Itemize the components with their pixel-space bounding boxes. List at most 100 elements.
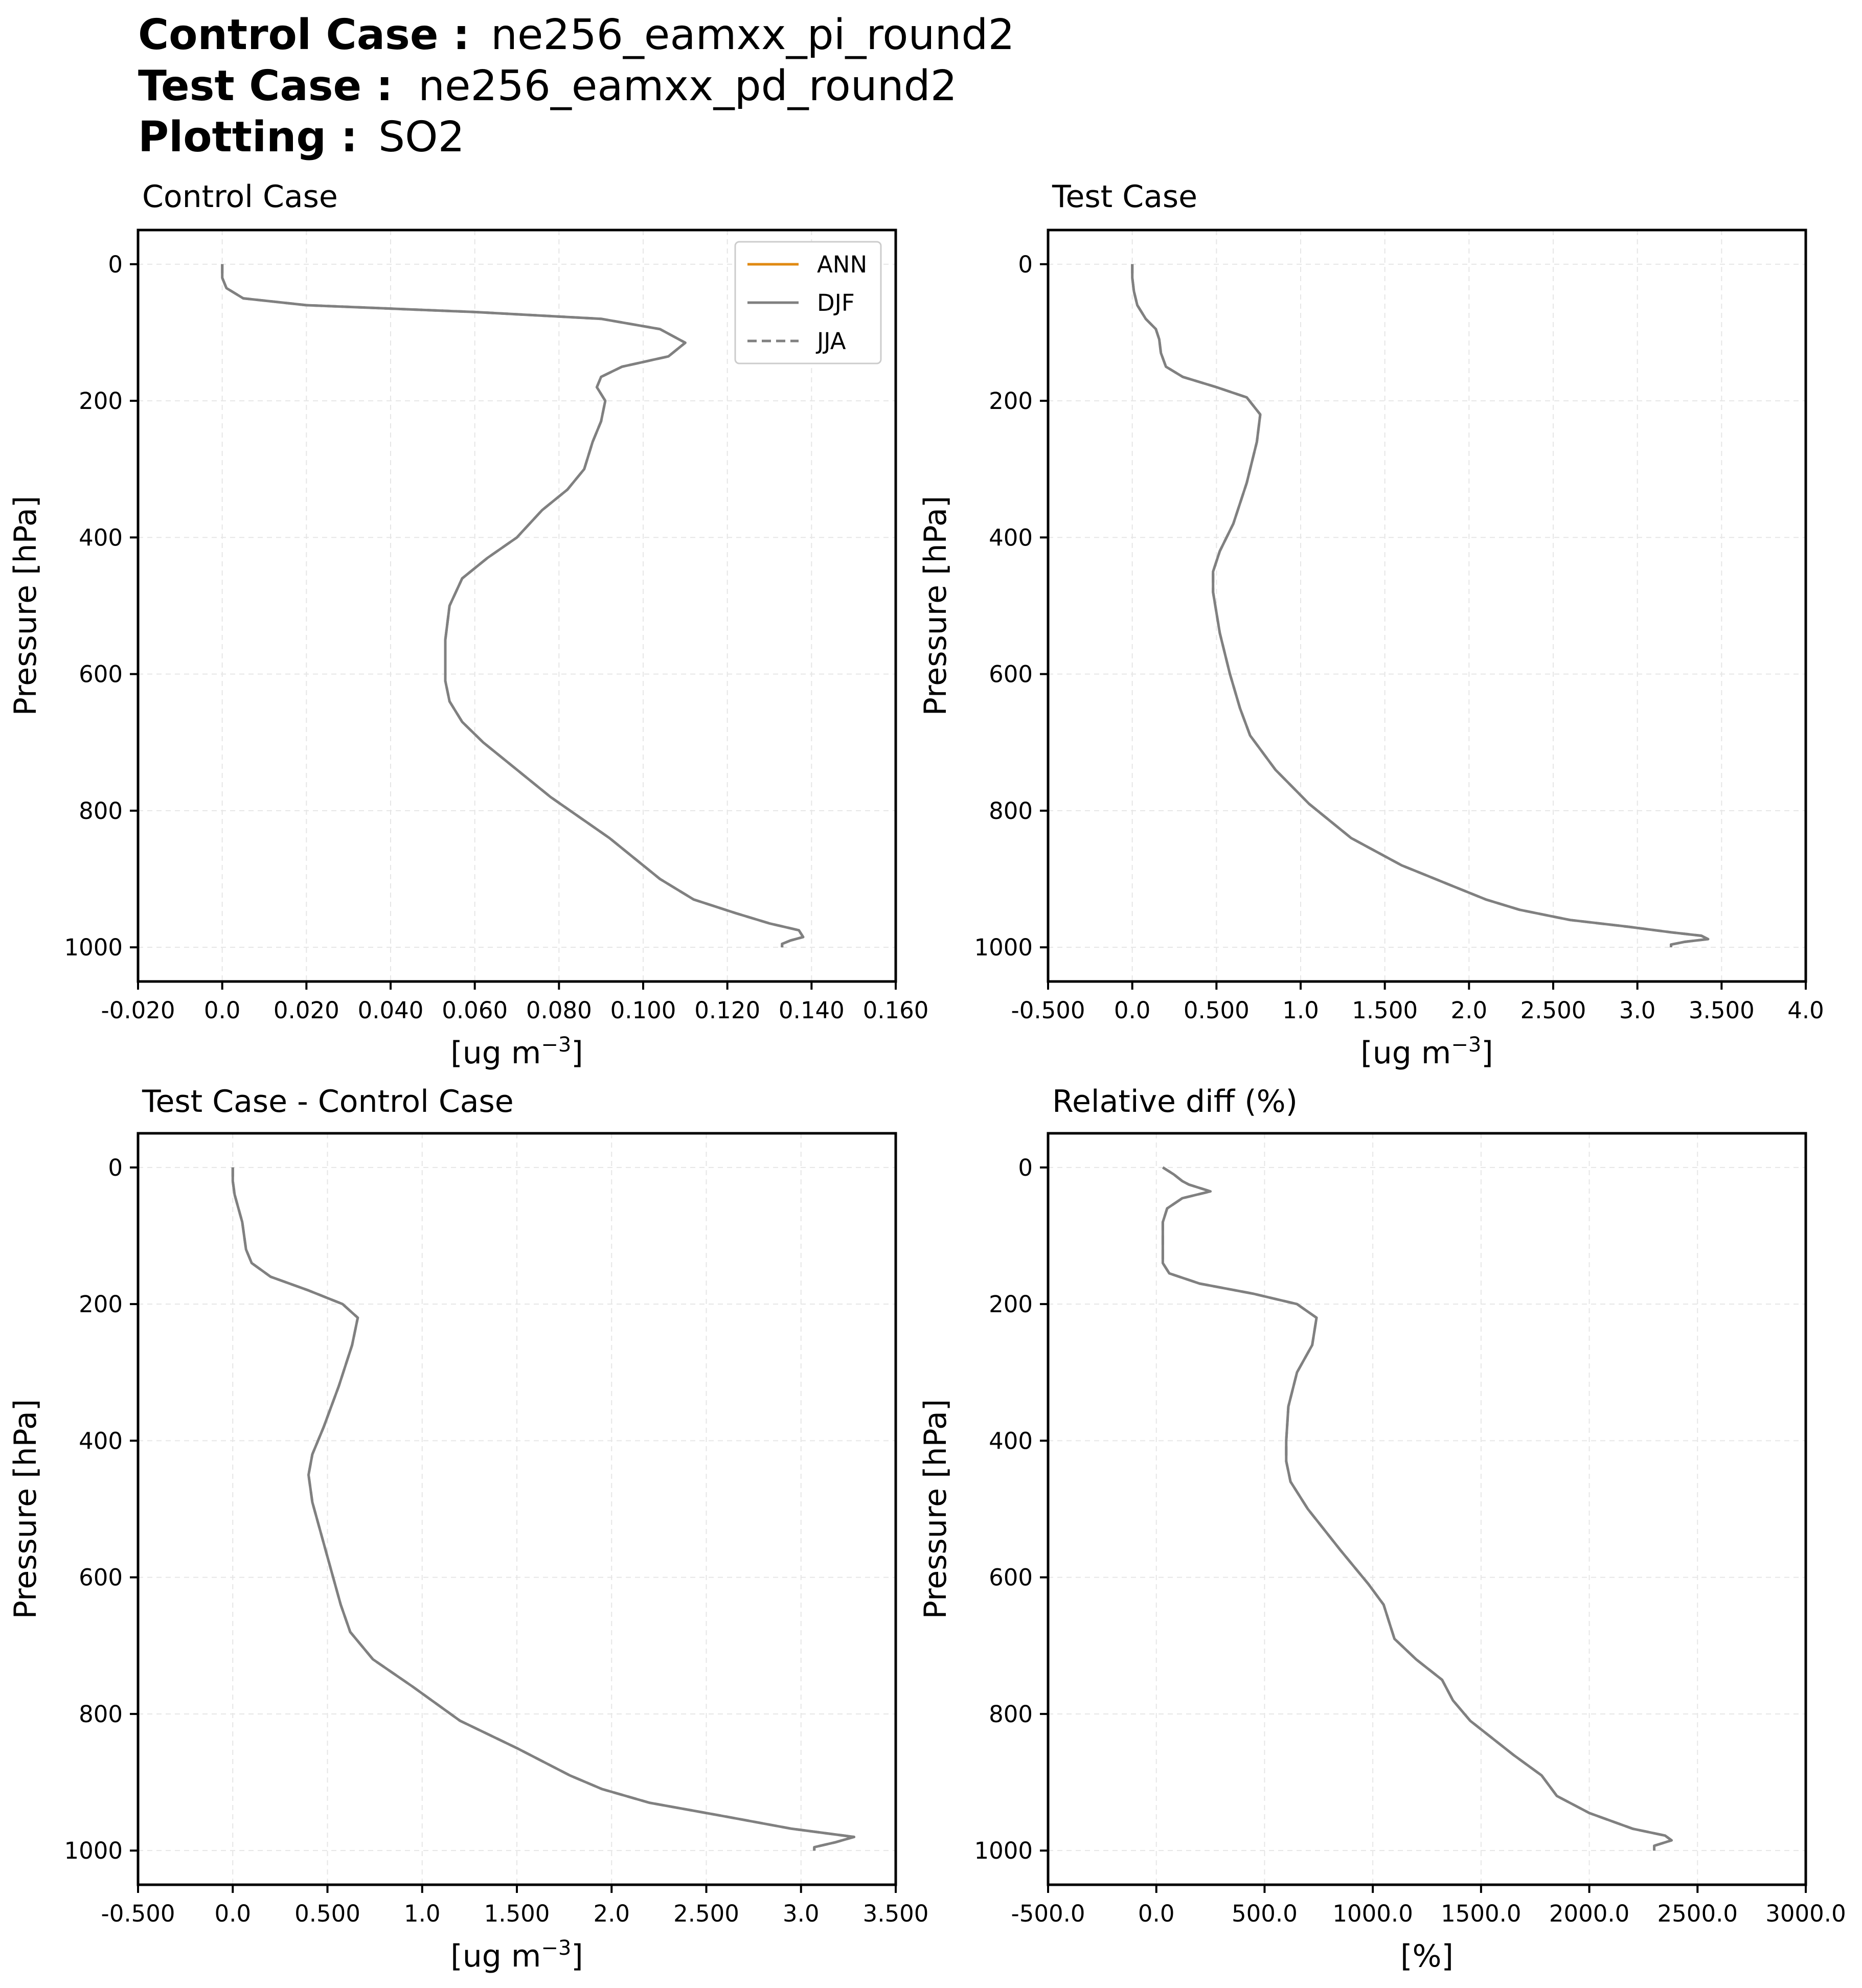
legend-label-djf: DJF bbox=[817, 289, 855, 316]
series-lines bbox=[1161, 1166, 1673, 1851]
y-tick-label: 0 bbox=[108, 1154, 123, 1181]
x-tick-label: 0.080 bbox=[526, 997, 592, 1024]
y-tick-label: 600 bbox=[79, 1564, 123, 1591]
y-tick-label: 800 bbox=[989, 1701, 1033, 1728]
y-tick-label: 600 bbox=[989, 1564, 1033, 1591]
series-lines bbox=[221, 264, 805, 948]
y-tick-label: 400 bbox=[989, 524, 1033, 551]
x-axis-label: [%] bbox=[1400, 1938, 1454, 1974]
y-tick-label: 400 bbox=[79, 524, 123, 551]
x-axis-label: [ug m−3] bbox=[450, 1033, 583, 1071]
y-tick-label: 400 bbox=[79, 1427, 123, 1454]
panel-test-minus-control: Test Case - Control Case -0.500 0.0 0.500 1… bbox=[8, 1084, 928, 1974]
y-tick-label: 200 bbox=[989, 1291, 1033, 1318]
x-tick-label: 0.0 bbox=[1138, 1900, 1175, 1927]
y-axis-label: Pressure [hPa] bbox=[918, 496, 953, 716]
x-tick-label: 500.0 bbox=[1232, 1900, 1298, 1927]
y-axis-label: Pressure [hPa] bbox=[918, 1399, 953, 1619]
panel-title: Test Case bbox=[1052, 179, 1197, 215]
x-tick-label: 3000.0 bbox=[1765, 1900, 1846, 1927]
x-tick-label: 3.0 bbox=[783, 1900, 820, 1927]
header-plotting-value: SO2 bbox=[378, 113, 465, 162]
x-axis-label: [ug m−3] bbox=[1360, 1033, 1493, 1071]
y-tick-label: 1000 bbox=[974, 1837, 1033, 1864]
x-tick-label: 0.040 bbox=[358, 997, 424, 1024]
series-line-jja bbox=[231, 1167, 855, 1851]
x-tick-label: 0.500 bbox=[294, 1900, 360, 1927]
series-line-jja bbox=[1161, 1166, 1673, 1851]
x-tick-label: 3.0 bbox=[1619, 997, 1656, 1024]
y-tick-label: 800 bbox=[989, 797, 1033, 825]
y-tick-label: 400 bbox=[989, 1427, 1033, 1454]
panel-title: Test Case - Control Case bbox=[142, 1084, 514, 1119]
y-tick-label: 1000 bbox=[974, 934, 1033, 961]
panel-control-case: Control Case -0.020 0.0 0.020 0.040 0.060 0.0… bbox=[8, 179, 928, 1071]
axes-frame bbox=[137, 228, 897, 983]
x-tick-label: 2.0 bbox=[1451, 997, 1488, 1024]
x-tick-label: 2500.0 bbox=[1657, 1900, 1738, 1927]
x-tick-label: -0.500 bbox=[101, 1900, 175, 1927]
x-tick-label: 1500.0 bbox=[1441, 1900, 1521, 1927]
y-tick-label: 0 bbox=[1018, 1154, 1033, 1181]
y-tick-label: 200 bbox=[989, 387, 1033, 415]
x-tick-label: 0.0 bbox=[1114, 997, 1151, 1024]
x-tick-label: 2.500 bbox=[1520, 997, 1586, 1024]
header-control-label: Control Case : bbox=[138, 11, 470, 59]
y-tick-label: 600 bbox=[79, 661, 123, 688]
axes-frame bbox=[1047, 228, 1807, 983]
header-test-label: Test Case : bbox=[138, 62, 393, 110]
x-tick-label: 0.020 bbox=[274, 997, 339, 1024]
x-tick-label: 3.500 bbox=[1689, 997, 1755, 1024]
axis-ticks: -0.500 0.0 0.500 1.0 1.500 2.0 2.500 3.0 3.500 0 2… bbox=[64, 1154, 928, 1927]
x-tick-label: 0.0 bbox=[204, 997, 241, 1024]
y-tick-label: 0 bbox=[1018, 251, 1033, 278]
header-control-value: ne256_eamxx_pi_round2 bbox=[491, 11, 1015, 59]
series-line-djf bbox=[1131, 264, 1710, 948]
x-tick-label: 2000.0 bbox=[1549, 1900, 1629, 1927]
panel-title: Control Case bbox=[142, 179, 338, 215]
y-tick-label: 800 bbox=[79, 797, 123, 825]
x-tick-label: 1.500 bbox=[1352, 997, 1418, 1024]
x-tick-label: 1.0 bbox=[404, 1900, 441, 1927]
axis-ticks: -0.020 0.0 0.020 0.040 0.060 0.080 0.100 0.120 0… bbox=[64, 251, 928, 1024]
y-axis-label: Pressure [hPa] bbox=[8, 1399, 43, 1619]
x-tick-label: 1.500 bbox=[484, 1900, 550, 1927]
x-tick-label: 0.060 bbox=[442, 997, 508, 1024]
axis-ticks: -0.500 0.0 0.500 1.0 1.500 2.0 2.500 3.0 3.500 4.… bbox=[974, 251, 1824, 1024]
x-tick-label: 2.500 bbox=[673, 1900, 739, 1927]
x-tick-label: 0.120 bbox=[694, 997, 760, 1024]
panel-test-case: Test Case -0.500 0.0 0.500 1.0 1.500 2.0 2.500… bbox=[918, 179, 1824, 1071]
legend: ANN DJF JJA bbox=[734, 241, 882, 364]
figure-header: Control Case : ne256_eamxx_pi_round2 Tes… bbox=[138, 11, 1015, 162]
y-tick-label: 1000 bbox=[64, 934, 123, 961]
y-tick-label: 800 bbox=[79, 1701, 123, 1728]
y-tick-label: 200 bbox=[79, 1291, 123, 1318]
header-plotting-label: Plotting : bbox=[138, 113, 357, 162]
axis-ticks: -500.0 0.0 500.0 1000.0 1500.0 2000.0 2500.0 30… bbox=[974, 1154, 1846, 1927]
y-tick-label: 1000 bbox=[64, 1837, 123, 1864]
legend-label-jja: JJA bbox=[815, 328, 846, 355]
x-tick-label: 0.160 bbox=[863, 997, 929, 1024]
x-tick-label: 2.0 bbox=[593, 1900, 630, 1927]
legend-label-ann: ANN bbox=[817, 251, 867, 278]
series-lines bbox=[231, 1167, 855, 1851]
x-tick-label: 0.0 bbox=[214, 1900, 251, 1927]
x-tick-label: -500.0 bbox=[1011, 1900, 1085, 1927]
y-tick-label: 600 bbox=[989, 661, 1033, 688]
axes-frame bbox=[1047, 1132, 1807, 1886]
series-line-jja bbox=[221, 264, 805, 948]
x-tick-label: 0.500 bbox=[1184, 997, 1250, 1024]
x-tick-label: 4.0 bbox=[1787, 997, 1824, 1024]
x-tick-label: 1.0 bbox=[1282, 997, 1319, 1024]
header-test-value: ne256_eamxx_pd_round2 bbox=[418, 62, 957, 110]
panel-title: Relative diff (%) bbox=[1052, 1084, 1298, 1119]
x-tick-label: 0.140 bbox=[779, 997, 845, 1024]
x-tick-label: 0.100 bbox=[610, 997, 676, 1024]
panel-relative-diff: Relative diff (%) -500.0 0.0 500.0 1000.0 15… bbox=[918, 1084, 1846, 1974]
x-tick-label: -0.020 bbox=[101, 997, 175, 1024]
y-axis-label: Pressure [hPa] bbox=[8, 496, 43, 716]
y-tick-label: 0 bbox=[108, 251, 123, 278]
x-axis-label: [ug m−3] bbox=[450, 1936, 583, 1974]
